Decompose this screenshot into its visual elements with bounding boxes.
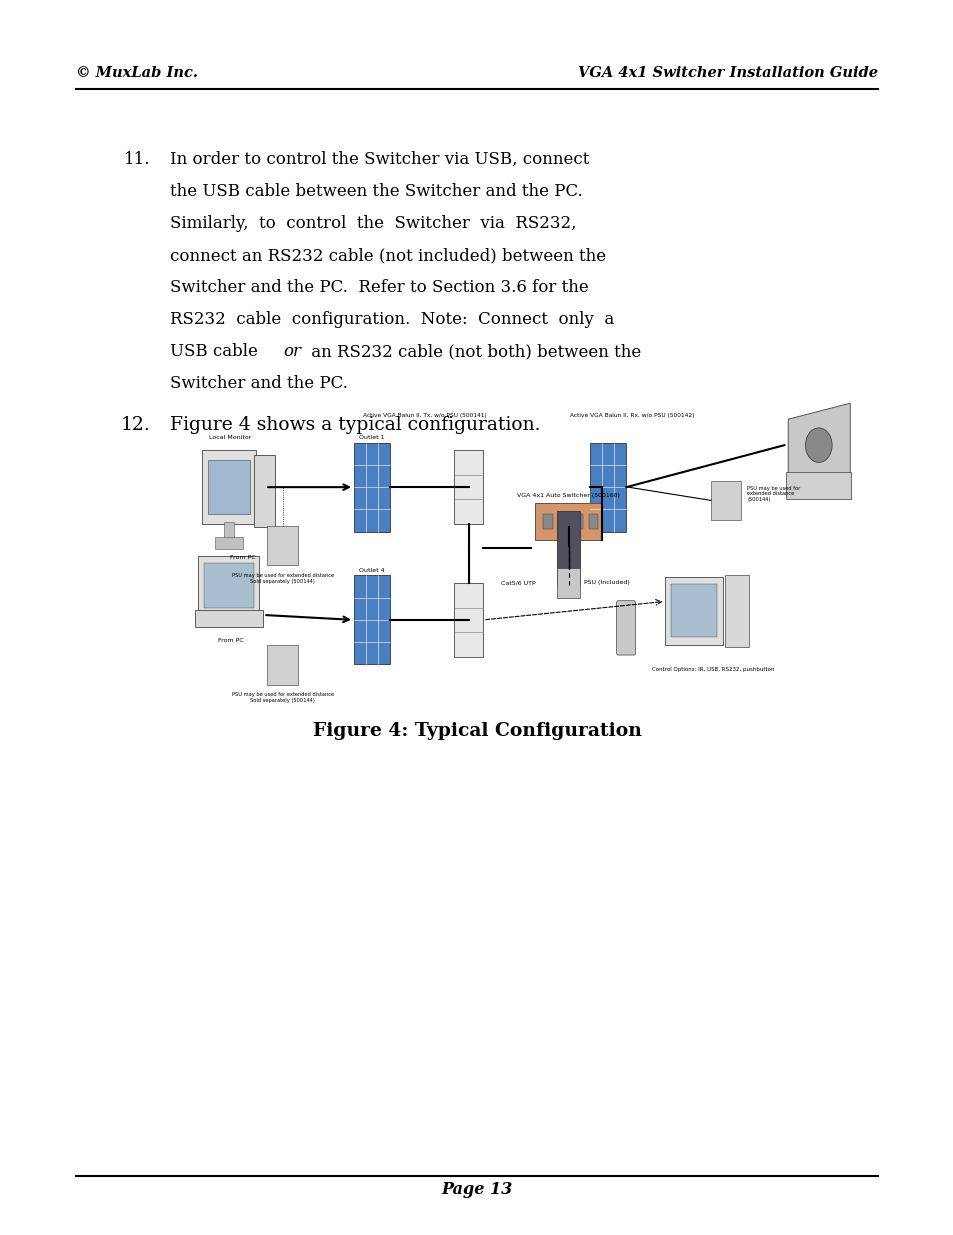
FancyBboxPatch shape	[558, 514, 567, 529]
Text: the USB cable between the Switcher and the PC.: the USB cable between the Switcher and t…	[170, 183, 582, 200]
Text: 12.: 12.	[121, 416, 151, 435]
FancyBboxPatch shape	[198, 556, 259, 615]
FancyBboxPatch shape	[267, 526, 297, 566]
Text: Local Monitor: Local Monitor	[209, 435, 251, 440]
Polygon shape	[787, 403, 849, 474]
FancyBboxPatch shape	[557, 568, 579, 598]
Text: Figure 4 shows a typical configuration.: Figure 4 shows a typical configuration.	[170, 416, 539, 435]
FancyBboxPatch shape	[214, 536, 243, 548]
Text: Control Options: IR, USB, RS232, pushbutton: Control Options: IR, USB, RS232, pushbut…	[651, 667, 774, 672]
FancyBboxPatch shape	[454, 450, 482, 524]
Text: In order to control the Switcher via USB, connect: In order to control the Switcher via USB…	[170, 151, 589, 168]
FancyBboxPatch shape	[588, 514, 598, 529]
Circle shape	[804, 427, 831, 462]
Text: Switcher and the PC.  Refer to Section 3.6 for the: Switcher and the PC. Refer to Section 3.…	[170, 279, 588, 296]
Text: PSU may be used for extended distance
Sold separately (500144): PSU may be used for extended distance So…	[232, 573, 334, 583]
Text: PSU (Included): PSU (Included)	[583, 580, 629, 585]
FancyBboxPatch shape	[202, 450, 255, 524]
FancyBboxPatch shape	[454, 583, 482, 657]
Text: RS232  cable  configuration.  Note:  Connect  only  a: RS232 cable configuration. Note: Connect…	[170, 311, 614, 329]
FancyBboxPatch shape	[208, 459, 250, 514]
FancyBboxPatch shape	[616, 600, 635, 655]
Text: PSU may be used for extended distance
Sold separately (500144): PSU may be used for extended distance So…	[232, 692, 334, 703]
Text: Similarly,  to  control  the  Switcher  via  RS232,: Similarly, to control the Switcher via R…	[170, 215, 576, 232]
Text: VGA 4x1 Switcher Installation Guide: VGA 4x1 Switcher Installation Guide	[578, 65, 877, 80]
Text: Figure 4: Typical Configuration: Figure 4: Typical Configuration	[313, 722, 640, 741]
Text: © MuxLab Inc.: © MuxLab Inc.	[76, 65, 198, 80]
FancyBboxPatch shape	[785, 472, 850, 499]
Text: or: or	[283, 343, 301, 361]
Text: Active VGA Balun II, Tx, w/o PSU (500141): Active VGA Balun II, Tx, w/o PSU (500141…	[362, 412, 486, 417]
FancyBboxPatch shape	[224, 521, 233, 538]
Text: Page 13: Page 13	[441, 1181, 512, 1198]
Text: Cat5/6 UTP: Cat5/6 UTP	[501, 580, 536, 585]
Text: Switcher and the PC.: Switcher and the PC.	[170, 375, 347, 393]
FancyBboxPatch shape	[267, 645, 297, 684]
Text: From PC: From PC	[230, 555, 254, 559]
Text: From PC: From PC	[218, 638, 243, 643]
Text: Outlet 1: Outlet 1	[359, 435, 384, 440]
FancyBboxPatch shape	[589, 442, 625, 531]
Text: an RS232 cable (not both) between the: an RS232 cable (not both) between the	[306, 343, 641, 361]
FancyBboxPatch shape	[354, 442, 390, 531]
FancyBboxPatch shape	[354, 576, 390, 664]
FancyBboxPatch shape	[573, 514, 582, 529]
FancyBboxPatch shape	[253, 454, 274, 526]
FancyBboxPatch shape	[542, 514, 552, 529]
FancyBboxPatch shape	[724, 576, 749, 647]
Text: VGA 4x1 Auto Switcher (500160): VGA 4x1 Auto Switcher (500160)	[517, 493, 619, 498]
Text: USB cable: USB cable	[170, 343, 257, 361]
FancyBboxPatch shape	[557, 511, 579, 585]
Text: 11.: 11.	[124, 151, 151, 168]
Text: Outlet 4: Outlet 4	[359, 568, 384, 573]
FancyBboxPatch shape	[535, 503, 601, 540]
FancyBboxPatch shape	[710, 480, 740, 520]
Text: PSU may be used for
extended distance
(500144): PSU may be used for extended distance (5…	[746, 485, 800, 503]
FancyBboxPatch shape	[665, 577, 722, 645]
FancyBboxPatch shape	[204, 563, 253, 608]
Text: connect an RS232 cable (not included) between the: connect an RS232 cable (not included) be…	[170, 247, 605, 264]
FancyBboxPatch shape	[670, 584, 717, 637]
Text: Active VGA Balun II, Rx, w/o PSU (500142): Active VGA Balun II, Rx, w/o PSU (500142…	[569, 412, 694, 417]
FancyBboxPatch shape	[194, 610, 263, 627]
